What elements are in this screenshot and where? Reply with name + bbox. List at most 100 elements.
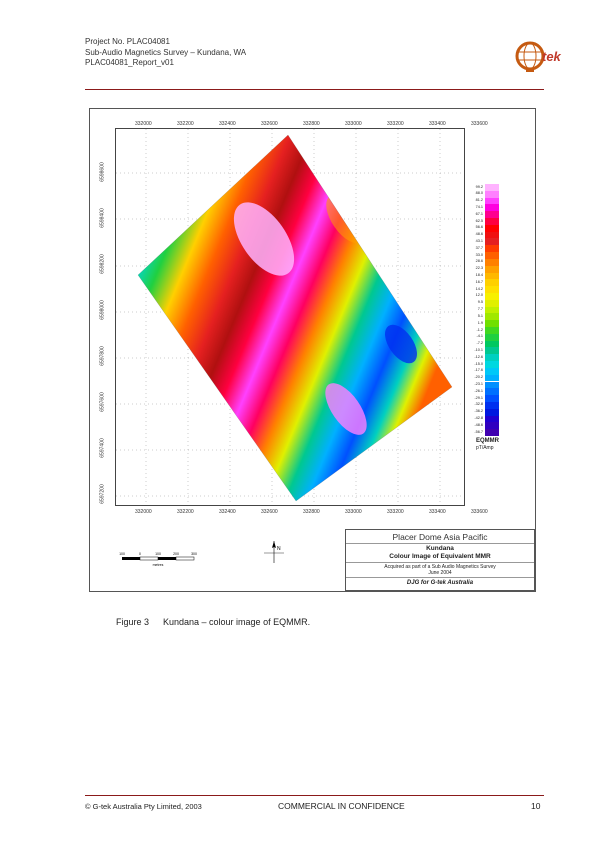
colorbar-label: -7.2 bbox=[476, 341, 483, 346]
colorbar-swatch bbox=[485, 429, 499, 437]
figure-number: Figure 3 bbox=[116, 617, 150, 627]
colorbar-label: -32.8 bbox=[474, 402, 483, 407]
scale-label: 300 bbox=[191, 552, 197, 556]
colorbar-label: -36.2 bbox=[474, 409, 483, 414]
figure-caption-text: Kundana – colour image of EQMMR. bbox=[163, 617, 311, 627]
y-tick-label: 6598400 bbox=[99, 208, 106, 228]
page-number: 10 bbox=[531, 801, 541, 811]
map-title-line2: Colour Image of Equivalent MMR bbox=[389, 553, 491, 560]
figure-frame: 332000 332200 332400 332600 332800 333000 3332… bbox=[89, 108, 536, 592]
colorbar-label: -42.8 bbox=[474, 416, 483, 421]
scale-label: 200 bbox=[173, 552, 179, 556]
x-tick-label: 332400 bbox=[219, 121, 236, 127]
colorbar-label: 56.6 bbox=[475, 225, 483, 230]
footer-rule bbox=[85, 795, 544, 796]
map-title-line1: Kundana bbox=[426, 545, 454, 552]
y-tick-label: 6598000 bbox=[99, 300, 106, 320]
colorbar-label: 99.2 bbox=[475, 184, 483, 189]
x-tick-label: 333000 bbox=[345, 509, 362, 515]
acquisition-note: Acquired as part of a Sub Audio Magnetic… bbox=[346, 563, 534, 578]
y-tick-label: 6597800 bbox=[99, 346, 106, 366]
colorbar-label: 67.1 bbox=[475, 211, 483, 216]
colorbar-label: -1.2 bbox=[476, 327, 483, 332]
x-tick-label: 333200 bbox=[387, 509, 404, 515]
colorbar-label: -10.1 bbox=[474, 347, 483, 352]
colorbar-title: EQMMR bbox=[476, 438, 499, 444]
colorbar-label: 43.1 bbox=[475, 238, 483, 243]
acquisition-date: June 2004 bbox=[428, 570, 452, 576]
colorbar-unit: pT/Amp bbox=[476, 445, 494, 451]
scale-bar: 100 0 100 200 300 metres bbox=[119, 552, 197, 567]
colorbar-label: -56.7 bbox=[474, 429, 483, 434]
survey-title: Sub-Audio Magnetics Survey – Kundana, WA bbox=[85, 47, 247, 57]
colorbar-label: 16.7 bbox=[475, 279, 483, 284]
scale-label: 0 bbox=[139, 552, 141, 556]
report-id: PLAC04081_Report_v01 bbox=[85, 58, 174, 67]
colorbar-label: -23.1 bbox=[474, 382, 483, 386]
y-tick-label: 6598200 bbox=[99, 254, 106, 274]
svg-text:tek: tek bbox=[542, 49, 562, 64]
gtek-logo: tek bbox=[515, 41, 562, 72]
colorbar-label: 18.4 bbox=[475, 273, 483, 278]
y-tick-label: 6598600 bbox=[99, 162, 106, 182]
y-tick-label: 6597600 bbox=[99, 392, 106, 412]
colorbar-label: 81.2 bbox=[475, 198, 483, 203]
scale-unit: metres bbox=[153, 563, 164, 567]
project-number: Project No. PLAC04081 bbox=[85, 37, 170, 46]
x-tick-label: 333400 bbox=[429, 121, 446, 127]
scale-label: 100 bbox=[119, 552, 125, 556]
colorbar-label: -15.0 bbox=[474, 361, 483, 366]
y-tick-label: 6597400 bbox=[99, 438, 106, 458]
colorbar-label: 12.0 bbox=[475, 293, 483, 298]
x-tick-label: 332000 bbox=[135, 509, 152, 515]
north-arrow: N bbox=[264, 541, 284, 563]
map-credit: DJG for G-tek Australia bbox=[406, 580, 474, 586]
colorbar-label: 28.6 bbox=[475, 259, 483, 264]
title-block: Placer Dome Asia Pacific Kundana Colour … bbox=[345, 529, 535, 591]
x-tick-label: 332600 bbox=[261, 509, 278, 515]
page-header: Project No. PLAC04081 Sub-Audio Magnetic… bbox=[85, 37, 246, 69]
eqmmr-image bbox=[116, 129, 464, 505]
colorbar-label: -12.6 bbox=[474, 354, 483, 359]
colorbar-label: 5.1 bbox=[477, 313, 483, 318]
colorbar-label: 62.5 bbox=[475, 218, 483, 223]
x-tick-label: 333000 bbox=[345, 121, 362, 127]
colorbar-label: -48.6 bbox=[474, 422, 483, 427]
colorbar-label: 48.6 bbox=[475, 232, 483, 237]
company-name: Placer Dome Asia Pacific bbox=[346, 530, 534, 544]
eqmmr-map bbox=[115, 128, 465, 506]
colorbar-label: -4.1 bbox=[476, 334, 483, 339]
north-label: N bbox=[277, 546, 281, 552]
footer-confidential: COMMERCIAL IN CONFIDENCE bbox=[278, 801, 405, 811]
figure-caption: Figure 3 Kundana – colour image of EQMMR. bbox=[116, 617, 310, 627]
colorbar-label: 1.9 bbox=[477, 320, 483, 325]
colorbar-label: 74.1 bbox=[475, 204, 483, 209]
x-tick-label: 333600 bbox=[471, 509, 488, 515]
colorbar: 99.2 88.0 81.2 74.1 67.1 62.5 56.6 48.6 43.1 37.7… bbox=[474, 184, 499, 437]
x-tick-label: 332000 bbox=[135, 121, 152, 127]
acquisition-note-line1: Acquired as part of a Sub Audio Magnetic… bbox=[384, 564, 496, 570]
colorbar-label: 22.3 bbox=[475, 266, 483, 271]
colorbar-label: -26.1 bbox=[474, 388, 483, 393]
x-tick-label: 332800 bbox=[303, 509, 320, 515]
x-tick-label: 333600 bbox=[471, 121, 488, 127]
x-tick-label: 332600 bbox=[261, 121, 278, 127]
x-tick-label: 333400 bbox=[429, 509, 446, 515]
colorbar-label: -20.2 bbox=[474, 375, 483, 380]
x-tick-label: 332800 bbox=[303, 121, 320, 127]
colorbar-label: 33.0 bbox=[475, 252, 483, 257]
colorbar-label: 7.7 bbox=[477, 307, 483, 312]
header-rule bbox=[85, 89, 544, 90]
scale-label: 100 bbox=[155, 552, 161, 556]
x-tick-label: 332200 bbox=[177, 509, 194, 515]
x-tick-label: 333200 bbox=[387, 121, 404, 127]
map-title: Kundana Colour Image of Equivalent MMR bbox=[346, 544, 534, 563]
x-tick-label: 332200 bbox=[177, 121, 194, 127]
x-tick-label: 332400 bbox=[219, 509, 236, 515]
colorbar-label: 9.5 bbox=[477, 300, 483, 305]
colorbar-label: 37.7 bbox=[475, 245, 483, 250]
footer-copyright: © G-tek Australia Pty Limited, 2003 bbox=[85, 802, 202, 811]
y-tick-label: 6597200 bbox=[99, 484, 106, 504]
colorbar-label: 14.2 bbox=[475, 286, 483, 291]
colorbar-label: -17.6 bbox=[474, 368, 483, 373]
